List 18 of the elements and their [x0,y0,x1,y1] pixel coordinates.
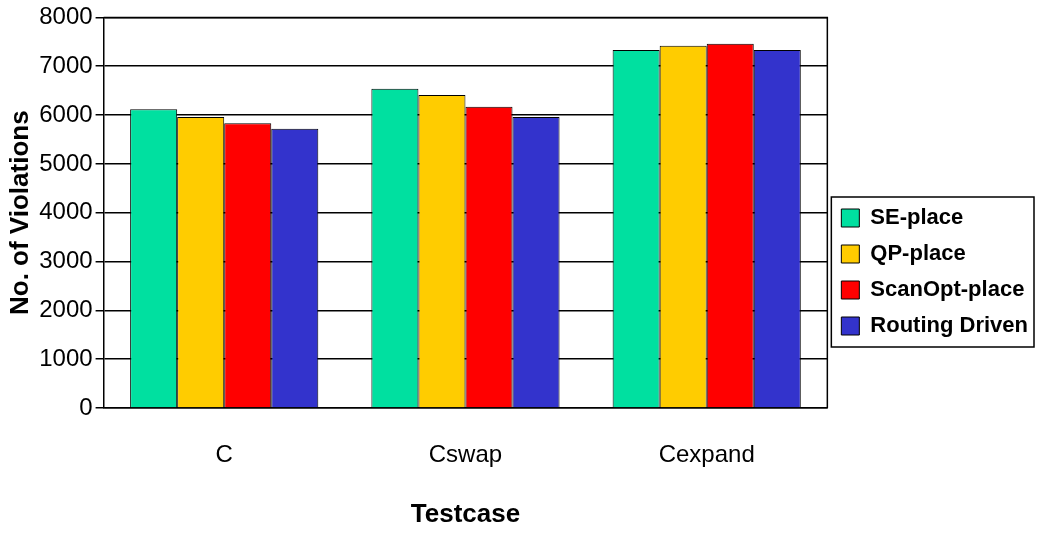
legend-label: SE-place [870,204,964,230]
y-tick-label: 7000 [39,50,93,78]
x-tick-label: Cexpand [658,440,755,468]
x-tick-label: Cswap [428,440,503,468]
legend-label: Routing Driven [870,312,1029,338]
legend-label: ScanOpt-place [870,276,1025,302]
y-axis-title: No. of Violations [3,110,34,316]
y-tick-label: 3000 [39,246,93,274]
y-tick-label: 0 [79,392,93,420]
y-tick-label: 4000 [39,197,93,225]
y-tick-label: 6000 [39,99,93,127]
legend-label: QP-place [870,240,966,266]
y-tick-label: 8000 [39,2,93,30]
y-tick-label: 1000 [39,343,93,371]
x-tick-label: C [215,440,233,468]
x-axis-title: Testcase [410,497,521,528]
y-tick-label: 5000 [39,148,93,176]
y-tick-label: 2000 [39,294,93,322]
